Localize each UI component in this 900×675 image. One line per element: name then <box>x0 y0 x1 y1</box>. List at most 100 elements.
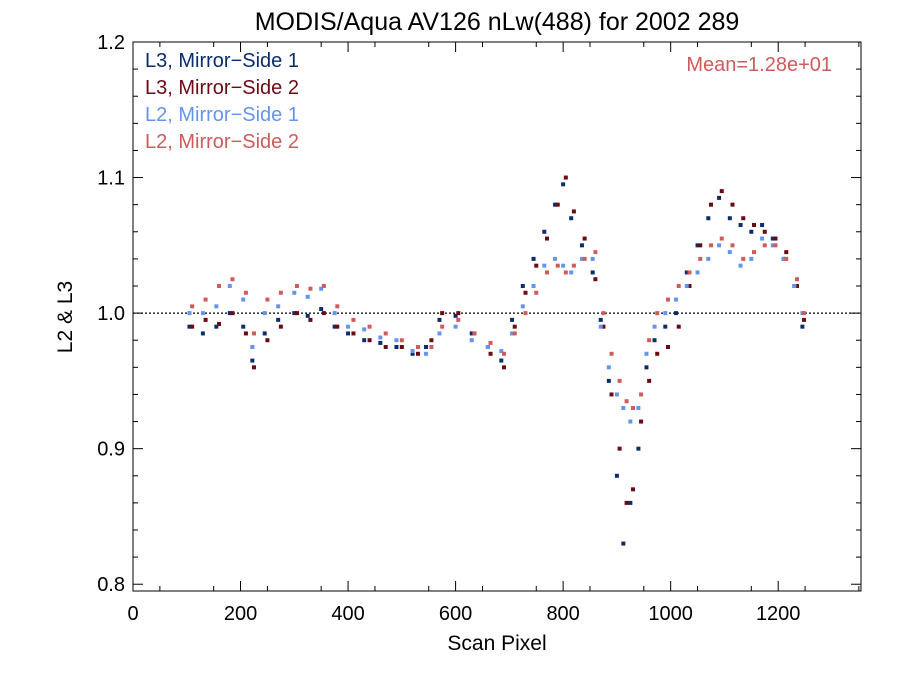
data-point <box>624 500 629 505</box>
data-point <box>351 317 356 322</box>
data-point <box>520 284 525 288</box>
data-point <box>399 338 404 343</box>
data-point <box>545 236 550 241</box>
data-point <box>523 311 528 316</box>
data-point <box>719 189 724 194</box>
data-point <box>676 284 681 288</box>
data-point <box>262 331 267 336</box>
series-2 <box>190 175 807 505</box>
data-point <box>243 331 248 336</box>
data-point <box>674 311 679 316</box>
data-point <box>367 338 372 343</box>
data-point <box>708 243 713 248</box>
series-3 <box>187 236 805 424</box>
data-point <box>394 345 399 349</box>
data-point <box>346 331 351 336</box>
data-point <box>614 392 619 397</box>
data-point <box>652 324 657 329</box>
data-point <box>582 256 587 261</box>
data-point <box>437 317 442 322</box>
data-point <box>200 311 205 316</box>
data-point <box>760 223 765 227</box>
y-tick-label: 0.8 <box>97 574 125 596</box>
data-point <box>647 338 652 343</box>
data-point <box>321 311 326 316</box>
data-point <box>294 311 299 316</box>
data-point <box>510 331 515 336</box>
data-point <box>308 286 313 291</box>
data-point <box>456 317 461 322</box>
legend-entry: L2, Mirror−Side 1 <box>145 104 299 126</box>
data-point <box>802 311 807 316</box>
data-point <box>738 263 743 268</box>
y-tick-label: 1.2 <box>97 32 125 54</box>
data-point <box>553 256 558 261</box>
data-point <box>644 351 649 356</box>
data-point <box>752 250 757 255</box>
data-point <box>429 338 434 343</box>
x-tick-label: 800 <box>546 603 579 625</box>
data-point <box>292 311 297 316</box>
data-point <box>241 324 246 329</box>
data-point <box>663 324 668 329</box>
data-point <box>321 284 326 288</box>
data-point <box>727 250 732 255</box>
data-point <box>695 270 700 275</box>
data-point <box>488 351 493 356</box>
data-point <box>800 324 805 329</box>
data-point <box>730 202 735 207</box>
data-point <box>531 284 536 288</box>
data-point <box>708 202 713 207</box>
data-point <box>488 340 493 345</box>
data-point <box>563 175 568 180</box>
data-point <box>265 338 270 343</box>
data-point <box>319 307 324 312</box>
data-point <box>621 406 626 410</box>
data-point <box>512 331 517 336</box>
data-point <box>569 216 574 221</box>
data-point <box>687 284 692 288</box>
data-point <box>770 236 775 241</box>
y-axis-title: L2 & L3 <box>54 281 77 353</box>
data-point <box>606 378 611 383</box>
legend: L3, Mirror−Side 1 L3, Mirror−Side 2 L2, Mi… <box>145 50 299 153</box>
data-point <box>453 313 458 318</box>
series-4 <box>190 236 807 410</box>
data-point <box>250 345 255 349</box>
data-point <box>276 304 281 309</box>
y-tick-label: 1.0 <box>97 303 125 325</box>
data-point <box>563 270 568 275</box>
data-point <box>424 351 429 356</box>
data-point <box>579 243 584 248</box>
data-point <box>469 338 474 343</box>
data-point <box>593 250 598 255</box>
data-point <box>795 277 800 282</box>
data-point <box>628 500 633 505</box>
data-point <box>251 331 256 336</box>
data-point <box>251 365 256 370</box>
data-point <box>335 324 340 329</box>
data-point <box>609 392 614 397</box>
data-point <box>378 335 383 340</box>
data-point <box>676 324 681 329</box>
data-point <box>569 270 574 275</box>
data-point <box>741 256 746 261</box>
data-point <box>415 345 420 349</box>
plot-frame <box>132 41 862 592</box>
data-point <box>187 311 192 316</box>
data-point <box>571 263 576 268</box>
data-point <box>762 229 767 234</box>
data-point <box>590 256 595 261</box>
data-point <box>773 236 778 241</box>
data-point <box>561 182 566 187</box>
data-point <box>698 243 703 248</box>
data-point <box>217 284 222 288</box>
x-tick-label: 0 <box>127 603 138 625</box>
data-point <box>520 304 525 309</box>
data-point <box>362 338 367 343</box>
legend-entry: L3, Mirror−Side 2 <box>145 77 299 99</box>
data-point <box>706 256 711 261</box>
data-point <box>781 256 786 261</box>
data-point <box>555 202 560 207</box>
